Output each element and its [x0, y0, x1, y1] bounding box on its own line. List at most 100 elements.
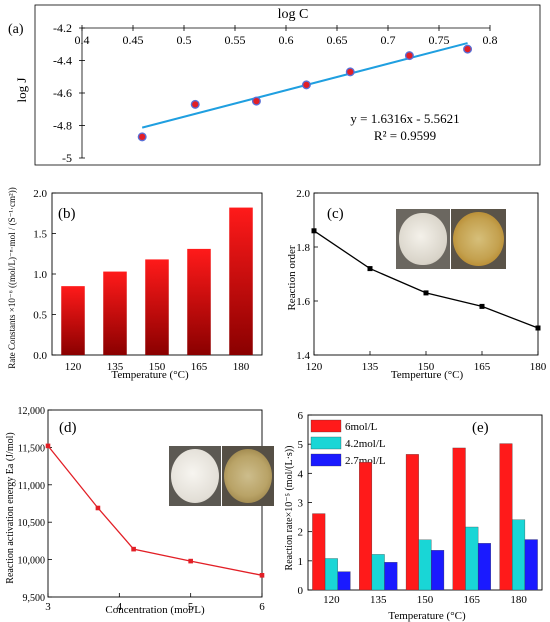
- chart-e-ylabel: Reaction rate×10⁻⁵ (mol/(L·s)): [284, 446, 295, 571]
- chart-d-xlabel: Concentration (mol/L): [105, 604, 205, 616]
- chart-e-bar-3: [337, 571, 351, 591]
- chart-d-xtick-label: 4: [117, 601, 123, 613]
- chart-a-xtick-label: 0.7: [381, 33, 396, 47]
- chart-c-ytick-label: 1.4: [296, 350, 310, 362]
- chart-b-xtick-label: 165: [191, 361, 208, 373]
- chart-a-ytick-label: -4.6: [53, 86, 72, 100]
- chart-e-bar-2: [512, 519, 526, 591]
- chart-c-point: [479, 303, 485, 309]
- chart-c-xtick-label: 135: [362, 361, 379, 373]
- chart-e-ytick-label: 1: [298, 556, 304, 568]
- yellow-pellet-d: [224, 449, 272, 503]
- chart-b-svg: (b) Temperature (°C) Rate Constants ×10⁻…: [7, 187, 263, 381]
- legend-label-2: 4.2mol/L: [345, 438, 386, 450]
- chart-b-ylabel: Rate Constants ×10⁻⁶ ((mol/L)⁻ⁿ·mol / (S…: [7, 187, 17, 368]
- chart-d-point: [259, 573, 265, 578]
- chart-e-bar-1: [405, 454, 419, 591]
- panel-label-d: (d): [59, 420, 77, 436]
- chart-e-bar-1: [312, 513, 326, 591]
- chart-e-bar-2: [324, 558, 338, 591]
- chart-c-ytick-label: 1.8: [296, 242, 310, 254]
- chart-e-bar-3: [384, 562, 398, 591]
- chart-c-ytick-label: 1.6: [296, 296, 310, 308]
- chart-e-bar-1: [359, 462, 373, 591]
- chart-a-ytick-label: -4.2: [53, 21, 72, 35]
- chart-a-ytick-label: -4.8: [53, 119, 72, 133]
- chart-a-point: [137, 132, 147, 142]
- chart-c-xtick-label: 120: [306, 361, 323, 373]
- chart-a-xtick-label: 0.4: [75, 33, 90, 47]
- chart-e-bar-2: [465, 526, 479, 591]
- chart-b-xtick-label: 150: [149, 361, 166, 373]
- panel-label-a: (a): [8, 22, 24, 37]
- chart-c-point: [423, 290, 429, 296]
- chart-e-svg: (e) Temperature (°C) Reaction rate×10⁻⁵ …: [284, 410, 543, 622]
- chart-c-ylabel: Reaction order: [286, 245, 298, 310]
- chart-d-ytick-label: 9,500: [23, 593, 46, 604]
- chart-e-ytick-label: 4: [298, 468, 304, 480]
- chart-d-ytick-label: 12,000: [18, 406, 46, 417]
- chart-e-bar-3: [524, 539, 538, 591]
- chart-c-xtick-label: 165: [474, 361, 491, 373]
- chart-e-bar-3: [431, 550, 445, 591]
- chart-d-ytick-label: 10,000: [18, 556, 46, 567]
- chart-b-bar: [61, 286, 85, 355]
- chart-b-ytick-label: 2.0: [33, 188, 47, 200]
- chart-d-point: [45, 443, 51, 449]
- legend-swatch-2: [310, 436, 342, 450]
- chart-a-xtick-label: 0.55: [225, 33, 246, 47]
- chart-e-xtick-label: 165: [464, 594, 481, 606]
- chart-b-ytick-label: 0.5: [33, 310, 47, 322]
- chart-a-xtick-label: 0.5: [177, 33, 192, 47]
- chart-a-point: [251, 96, 261, 106]
- chart-a-point: [190, 99, 200, 109]
- chart-d-ytick-label: 11,500: [18, 443, 45, 454]
- chart-e-bar-1: [499, 443, 513, 591]
- chart-b-bar: [187, 248, 211, 355]
- chart-e-bar-2: [418, 539, 432, 591]
- chart-b-ytick-label: 1.0: [33, 269, 47, 281]
- legend-swatch-3: [310, 453, 342, 467]
- chart-c-point: [535, 325, 541, 331]
- chart-b-xtick-label: 135: [107, 361, 124, 373]
- chart-b-xtick-label: 120: [65, 361, 82, 373]
- chart-d-svg: (d) Concentration (mol/L) Reaction activ…: [5, 406, 265, 616]
- chart-e-xtick-label: 150: [417, 594, 434, 606]
- chart-b-ytick-label: 1.5: [33, 229, 47, 241]
- chart-c-point: [311, 228, 317, 234]
- chart-e-bar-3: [477, 543, 491, 591]
- chart-c-svg: (c) Temperture (°C) Reaction order 1.4 1.…: [286, 188, 547, 381]
- panel-label-e: (e): [472, 420, 489, 436]
- chart-e-bar-2: [371, 554, 385, 591]
- chart-c-point: [367, 266, 373, 272]
- chart-a-equation: y = 1.6316x - 5.5621: [350, 111, 459, 126]
- chart-c-xtick-label: 180: [530, 361, 547, 373]
- chart-a-ytick-label: -5: [62, 151, 72, 165]
- chart-d-ytick-label: 11,000: [18, 481, 45, 492]
- chart-e-xtick-label: 135: [370, 594, 387, 606]
- yellow-pellet: [453, 212, 504, 266]
- chart-a-frame: [34, 4, 541, 166]
- chart-b-ytick-label: 0.0: [33, 350, 47, 362]
- chart-e-ytick-label: 5: [298, 439, 304, 451]
- chart-a-xtick-label: 0.8: [483, 33, 498, 47]
- sample-photo-white-d: [169, 446, 221, 506]
- white-pellet-d: [171, 449, 219, 503]
- panel-label-b: (b): [58, 206, 76, 222]
- chart-a-r2: R² = 0.9599: [374, 128, 436, 143]
- chart-d-ytick-label: 10,500: [18, 518, 46, 529]
- chart-d-ylabel: Reaction activation energy Ea (J/mol): [5, 432, 16, 583]
- sample-photo-white: [396, 209, 450, 269]
- chart-b-xtick-label: 180: [233, 361, 250, 373]
- chart-e-ytick-label: 3: [298, 498, 304, 510]
- chart-c-xtick-label: 150: [418, 361, 435, 373]
- sample-photo-yellow-d: [222, 446, 274, 506]
- chart-c-ytick-label: 2.0: [296, 188, 310, 200]
- legend-swatch-1: [310, 419, 342, 433]
- chart-a-ytick-label: -4.4: [53, 54, 72, 68]
- chart-b-bar: [103, 271, 127, 355]
- chart-e-xtick-label: 120: [323, 594, 340, 606]
- legend-label-1: 6mol/L: [345, 421, 378, 433]
- chart-a-xtick-label: 0.6: [279, 33, 294, 47]
- chart-d-point: [95, 505, 101, 511]
